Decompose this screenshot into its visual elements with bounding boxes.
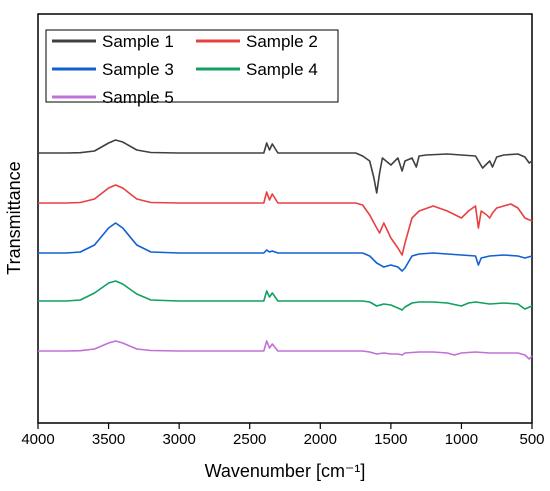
series-line-5 — [38, 340, 533, 360]
x-tick-label: 2000 — [304, 431, 337, 448]
legend-box — [45, 29, 339, 103]
legend: Sample 1 Sample 2 Sample 3 Sample 4 Sample 5 — [45, 29, 339, 107]
series-line-2 — [38, 184, 533, 256]
series-layer — [38, 139, 533, 360]
series-line-4 — [38, 280, 533, 311]
series-line-3 — [38, 222, 533, 272]
legend-label-3: Sample 3 — [102, 60, 174, 79]
legend-label-5: Sample 5 — [102, 88, 174, 107]
x-tick-label: 4000 — [21, 431, 54, 448]
x-tick-label: 3000 — [162, 431, 195, 448]
x-axis-ticks: 4000 3500 3000 2500 2000 1500 1000 500 — [21, 423, 545, 448]
plot-frame — [37, 13, 533, 424]
x-axis-label: Wavenumber [cm⁻¹] — [205, 461, 366, 481]
legend-label-1: Sample 1 — [102, 32, 174, 51]
x-tick-label: 1000 — [445, 431, 478, 448]
x-tick-label: 2500 — [233, 431, 266, 448]
x-tick-label: 3500 — [92, 431, 125, 448]
legend-label-4: Sample 4 — [246, 60, 318, 79]
series-line-1 — [38, 139, 533, 194]
x-tick-label: 500 — [519, 431, 544, 448]
x-tick-label: 1500 — [374, 431, 407, 448]
y-axis-label: Transmittance — [4, 161, 24, 274]
legend-label-2: Sample 2 — [246, 32, 318, 51]
